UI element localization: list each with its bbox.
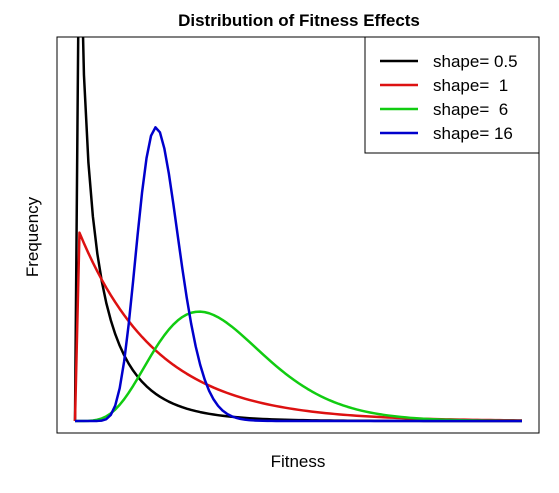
legend-label-3: shape= 6 [433,100,508,119]
x-axis-label: Fitness [271,452,326,471]
series-group [73,37,523,423]
y-axis-label: Frequency [23,196,42,277]
chart-title: Distribution of Fitness Effects [178,11,420,30]
series-line-4 [75,126,522,423]
plot-frame [56,36,540,434]
legend-label-4: shape= 16 [433,124,513,143]
legend: shape= 0.5 shape= 1 shape= 6 shape= 16 [364,36,540,154]
series-line-3 [75,310,523,423]
legend-label-1: shape= 0.5 [433,52,518,71]
legend-label-2: shape= 1 [433,76,508,95]
series-line-2 [73,231,523,422]
